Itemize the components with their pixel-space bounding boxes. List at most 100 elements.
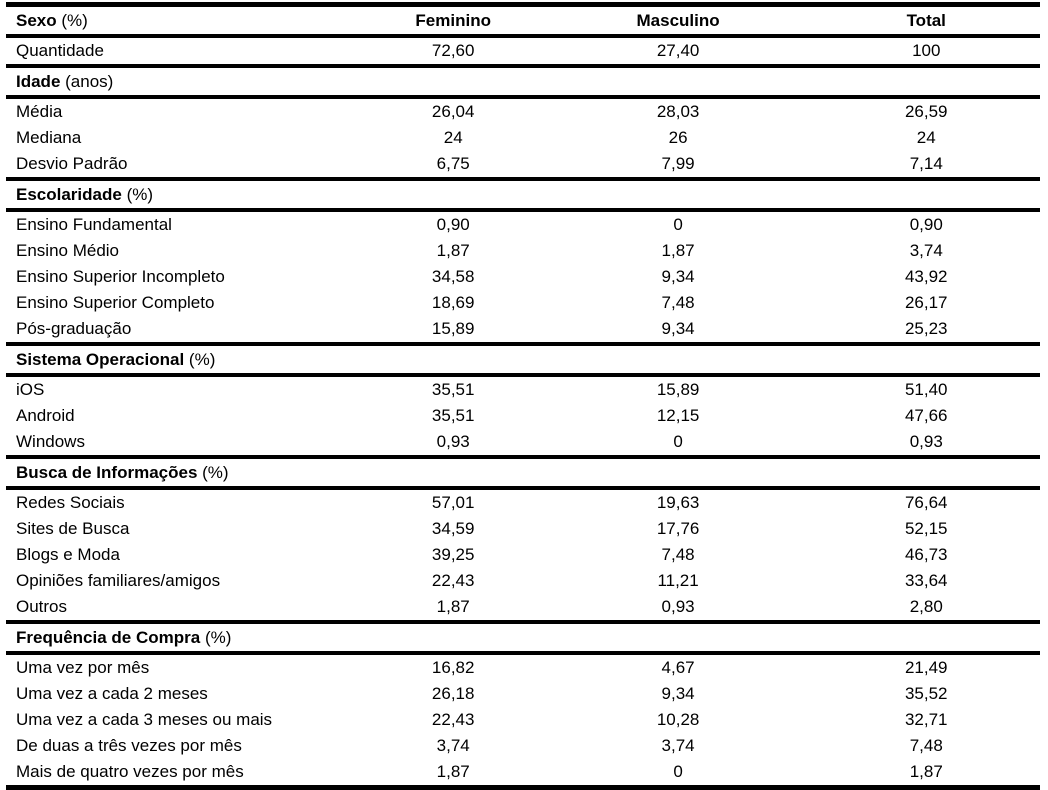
table-row: Ensino Superior Incompleto 34,58 9,34 43,92 — [6, 264, 1040, 290]
cell-value: 34,58 — [431, 267, 475, 286]
cell-value: 33,64 — [904, 571, 948, 590]
table-row: De duas a três vezes por mês 3,74 3,74 7,48 — [6, 733, 1040, 759]
cell-value: 27,40 — [656, 41, 700, 60]
cell-value: 32,71 — [904, 710, 948, 729]
table-row: Uma vez por mês 16,82 4,67 21,49 — [6, 653, 1040, 681]
cell-value: 0,90 — [436, 215, 470, 234]
row-label: Redes Sociais — [16, 493, 125, 512]
row-label: Windows — [16, 432, 85, 451]
row-label: Mais de quatro vezes por mês — [16, 762, 244, 781]
cell-value: 26 — [668, 128, 688, 147]
header-section-title: Sexo (%) — [6, 4, 363, 38]
section-title: Escolaridade (%) — [16, 184, 154, 204]
row-label: Uma vez a cada 3 meses ou mais — [16, 710, 273, 729]
cell-value: 10,28 — [656, 710, 700, 729]
row-label: Média — [16, 102, 63, 121]
cell-value: 7,48 — [661, 293, 695, 312]
cell-value: 24 — [916, 128, 936, 147]
section-title: Frequência de Compra (%) — [16, 627, 232, 647]
table-row: Android 35,51 12,15 47,66 — [6, 403, 1040, 429]
cell-value: 34,59 — [431, 519, 475, 538]
row-label: Ensino Superior Incompleto — [16, 267, 225, 286]
column-header-feminino: Feminino — [362, 4, 544, 38]
section-title: Idade (anos) — [16, 71, 114, 91]
cell-value: 0,93 — [661, 597, 695, 616]
row-label: Uma vez por mês — [16, 658, 150, 677]
cell-value: 39,25 — [431, 545, 475, 564]
row-label: Desvio Padrão — [16, 154, 128, 173]
section-header-row: Escolaridade (%) — [6, 179, 1040, 210]
header-title-suffix: (%) — [61, 10, 88, 30]
row-label: Ensino Médio — [16, 241, 120, 260]
cell-value: 35,51 — [431, 380, 475, 399]
table-row: Redes Sociais 57,01 19,63 76,64 — [6, 488, 1040, 516]
row-label: Uma vez a cada 2 meses — [16, 684, 208, 703]
cell-value: 26,17 — [904, 293, 948, 312]
header-title-text: Sexo — [16, 10, 57, 30]
cell-value: 25,23 — [904, 319, 948, 338]
cell-value: 26,18 — [431, 684, 475, 703]
row-label: Outros — [16, 597, 68, 616]
cell-value: 9,34 — [661, 684, 695, 703]
cell-value: 7,99 — [661, 154, 695, 173]
cell-value: 1,87 — [436, 762, 470, 781]
cell-value: 0,93 — [909, 432, 943, 451]
row-label: Sites de Busca — [16, 519, 130, 538]
cell-value: 9,34 — [661, 319, 695, 338]
cell-value: 18,69 — [431, 293, 475, 312]
cell-value: 6,75 — [436, 154, 470, 173]
table-row: Ensino Superior Completo 18,69 7,48 26,17 — [6, 290, 1040, 316]
cell-value: 21,49 — [904, 658, 948, 677]
row-label: De duas a três vezes por mês — [16, 736, 242, 755]
cell-value: 76,64 — [904, 493, 948, 512]
cell-value: 24 — [443, 128, 463, 147]
cell-value: 52,15 — [904, 519, 948, 538]
cell-value: 1,87 — [909, 762, 943, 781]
cell-value: 43,92 — [904, 267, 948, 286]
row-label: iOS — [16, 380, 45, 399]
cell-value: 0 — [673, 215, 683, 234]
section-title: Sistema Operacional (%) — [16, 349, 216, 369]
table-row: Ensino Médio 1,87 1,87 3,74 — [6, 238, 1040, 264]
section-header-row: Idade (anos) — [6, 66, 1040, 97]
table-row: iOS 35,51 15,89 51,40 — [6, 375, 1040, 403]
table-row: Uma vez a cada 2 meses 26,18 9,34 35,52 — [6, 681, 1040, 707]
cell-value: 4,67 — [661, 658, 695, 677]
cell-value: 1,87 — [661, 241, 695, 260]
section-header-row: Sistema Operacional (%) — [6, 344, 1040, 375]
cell-value: 51,40 — [904, 380, 948, 399]
cell-value: 0 — [673, 432, 683, 451]
table-row: Uma vez a cada 3 meses ou mais 22,43 10,28… — [6, 707, 1040, 733]
cell-value: 15,89 — [656, 380, 700, 399]
cell-value: 7,14 — [909, 154, 943, 173]
row-label: Blogs e Moda — [16, 545, 120, 564]
cell-value: 1,87 — [436, 241, 470, 260]
table-row: Média 26,04 28,03 26,59 — [6, 97, 1040, 125]
table-row: Quantidade 72,60 27,40 100 — [6, 36, 1040, 66]
cell-value: 22,43 — [431, 710, 475, 729]
cell-value: 26,59 — [904, 102, 948, 121]
row-label: Ensino Superior Completo — [16, 293, 215, 312]
cell-value: 11,21 — [657, 571, 699, 590]
cell-value: 17,76 — [656, 519, 700, 538]
cell-value: 47,66 — [904, 406, 948, 425]
cell-value: 100 — [912, 41, 941, 60]
cell-value: 1,87 — [436, 597, 470, 616]
cell-value: 46,73 — [904, 545, 948, 564]
section-title: Busca de Informações (%) — [16, 462, 229, 482]
cell-value: 19,63 — [656, 493, 700, 512]
section-header-row: Frequência de Compra (%) — [6, 622, 1040, 653]
column-header-masculino: Masculino — [543, 4, 813, 38]
section-title-suffix: (%) — [204, 627, 232, 647]
cell-value: 0,90 — [909, 215, 943, 234]
cell-value: 3,74 — [661, 736, 695, 755]
cell-value: 35,52 — [904, 684, 948, 703]
cell-value: 0 — [673, 762, 683, 781]
row-label: Quantidade — [16, 41, 104, 60]
table-row: Pós-graduação 15,89 9,34 25,23 — [6, 316, 1040, 344]
section-title-suffix: (%) — [188, 349, 216, 369]
table-row: Outros 1,87 0,93 2,80 — [6, 594, 1040, 622]
statistics-table: Sexo (%) Feminino Masculino Total Quanti… — [6, 2, 1040, 790]
cell-value: 35,51 — [431, 406, 475, 425]
row-label: Opiniões familiares/amigos — [16, 571, 221, 590]
